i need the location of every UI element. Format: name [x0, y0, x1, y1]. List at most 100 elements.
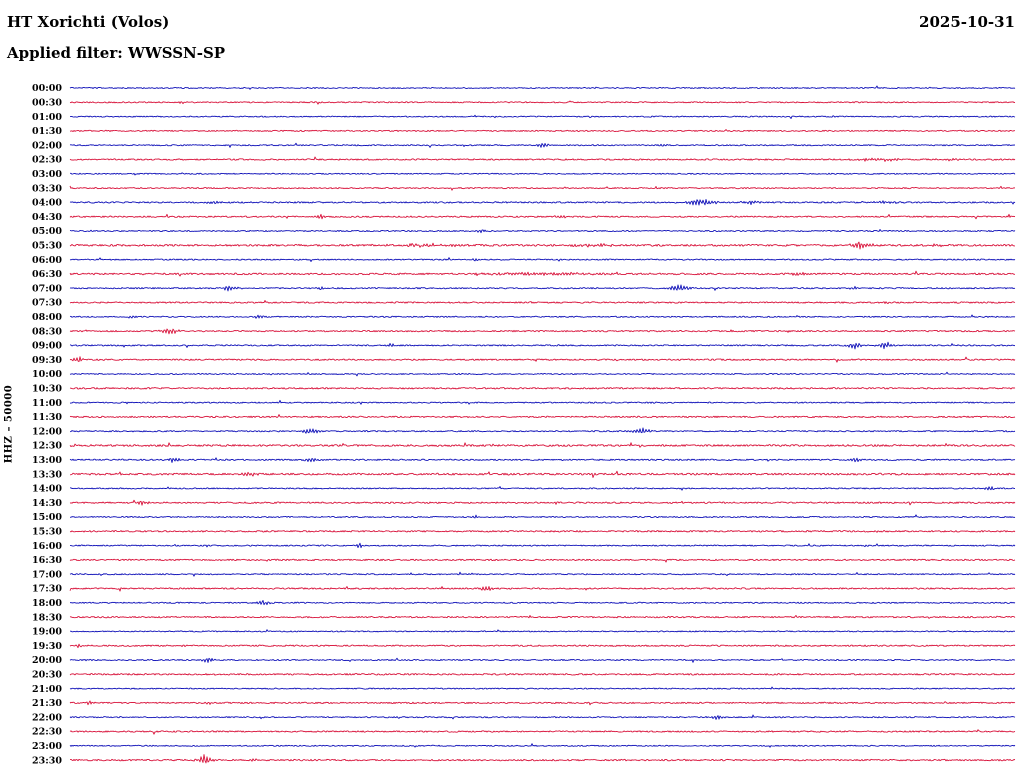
time-label: 16:00: [32, 541, 62, 552]
trace-row-13:30: 13:30: [32, 469, 1016, 480]
seismogram-trace: [69, 387, 1016, 390]
time-label: 17:00: [32, 569, 62, 580]
time-label: 00:00: [32, 83, 62, 94]
seismogram-trace: [69, 257, 1016, 263]
seismogram-trace: [69, 399, 1016, 405]
trace-row-22:00: 22:00: [32, 712, 1016, 723]
time-label: 02:30: [32, 155, 62, 166]
trace-row-10:30: 10:30: [32, 384, 1016, 395]
time-label: 04:00: [32, 198, 62, 209]
seismogram-trace: [69, 442, 1016, 448]
trace-row-17:30: 17:30: [32, 584, 1016, 595]
trace-row-07:30: 07:30: [32, 298, 1016, 309]
time-label: 18:00: [32, 598, 62, 609]
trace-row-10:00: 10:00: [32, 369, 1016, 380]
time-label: 01:30: [32, 126, 62, 137]
seismogram-trace: [69, 657, 1016, 663]
trace-row-13:00: 13:00: [32, 455, 1016, 466]
trace-row-15:30: 15:30: [32, 527, 1016, 538]
seismogram-trace: [69, 371, 1016, 377]
time-label: 14:30: [32, 498, 62, 509]
time-label: 14:00: [32, 484, 62, 495]
trace-row-06:00: 06:00: [32, 255, 1016, 266]
trace-row-22:30: 22:30: [32, 727, 1016, 738]
time-label: 15:30: [32, 527, 62, 538]
trace-row-04:30: 04:30: [32, 212, 1016, 223]
seismogram-trace: [69, 414, 1016, 419]
seismogram-trace: [69, 499, 1016, 506]
time-label: 13:30: [32, 469, 62, 480]
time-label: 19:00: [32, 627, 62, 638]
seismogram-trace: [69, 284, 1016, 292]
time-label: 05:00: [32, 226, 62, 237]
seismogram-trace: [69, 85, 1016, 90]
applied-filter-label: Applied filter: WWSSN-SP: [7, 44, 226, 62]
trace-row-14:00: 14:00: [32, 484, 1016, 495]
time-label: 01:00: [32, 112, 62, 123]
seismogram-trace: [69, 213, 1016, 220]
time-label: 23:00: [32, 741, 62, 752]
time-label: 06:00: [32, 255, 62, 266]
time-label: 21:30: [32, 698, 62, 709]
time-label: 12:30: [32, 441, 62, 452]
seismogram-trace: [69, 314, 1016, 319]
trace-row-16:00: 16:00: [32, 541, 1016, 552]
time-label: 11:30: [32, 412, 62, 423]
time-label: 22:30: [32, 727, 62, 738]
trace-row-03:00: 03:00: [32, 169, 1016, 180]
time-label: 12:00: [32, 426, 62, 437]
trace-row-15:00: 15:00: [32, 512, 1016, 523]
trace-row-14:30: 14:30: [32, 498, 1016, 509]
trace-row-18:30: 18:30: [32, 612, 1016, 623]
time-label: 16:30: [32, 555, 62, 566]
seismogram-trace: [69, 700, 1016, 706]
time-label: 20:00: [32, 655, 62, 666]
time-label: 11:00: [32, 398, 62, 409]
trace-row-00:00: 00:00: [32, 83, 1016, 94]
trace-row-02:00: 02:00: [32, 140, 1016, 151]
time-label: 13:00: [32, 455, 62, 466]
seismogram-trace: [69, 571, 1016, 577]
time-label: 06:30: [32, 269, 62, 280]
trace-row-08:00: 08:00: [32, 312, 1016, 323]
seismogram-trace: [69, 172, 1016, 176]
seismogram-trace: [69, 643, 1016, 649]
seismogram-trace: [69, 686, 1016, 690]
time-label: 00:30: [32, 98, 62, 109]
seismogram-trace: [69, 300, 1016, 305]
trace-row-06:30: 06:30: [32, 269, 1016, 280]
time-label: 08:30: [32, 326, 62, 337]
seismogram-trace: [69, 241, 1016, 250]
trace-row-01:30: 01:30: [32, 126, 1016, 137]
trace-row-03:30: 03:30: [32, 183, 1016, 194]
time-label: 08:00: [32, 312, 62, 323]
seismogram-trace: [69, 673, 1016, 676]
seismogram-trace: [69, 470, 1016, 478]
trace-row-20:30: 20:30: [32, 670, 1016, 681]
seismogram-trace: [69, 328, 1016, 335]
trace-row-12:00: 12:00: [32, 426, 1016, 437]
seismogram-trace: [69, 100, 1016, 105]
trace-row-05:30: 05:30: [32, 241, 1016, 252]
page-title: HT Xorichti (Volos): [7, 13, 170, 31]
time-label: 03:30: [32, 183, 62, 194]
seismogram-trace: [69, 198, 1016, 206]
seismogram-trace: [69, 743, 1016, 748]
seismogram-trace: [70, 754, 1016, 764]
trace-row-12:30: 12:30: [32, 441, 1016, 452]
time-label: 19:30: [32, 641, 62, 652]
time-label: 22:00: [32, 712, 62, 723]
time-label: 05:30: [32, 241, 62, 252]
seismogram-trace: [69, 229, 1016, 234]
seismogram-trace: [69, 341, 1016, 350]
seismogram-trace: [69, 142, 1016, 148]
time-label: 10:30: [32, 384, 62, 395]
trace-row-21:30: 21:30: [32, 698, 1016, 709]
time-label: 21:00: [32, 684, 62, 695]
trace-row-08:30: 08:30: [32, 326, 1016, 337]
seismogram-trace: [69, 529, 1016, 533]
time-label: 07:30: [32, 298, 62, 309]
trace-row-01:00: 01:00: [32, 112, 1016, 123]
